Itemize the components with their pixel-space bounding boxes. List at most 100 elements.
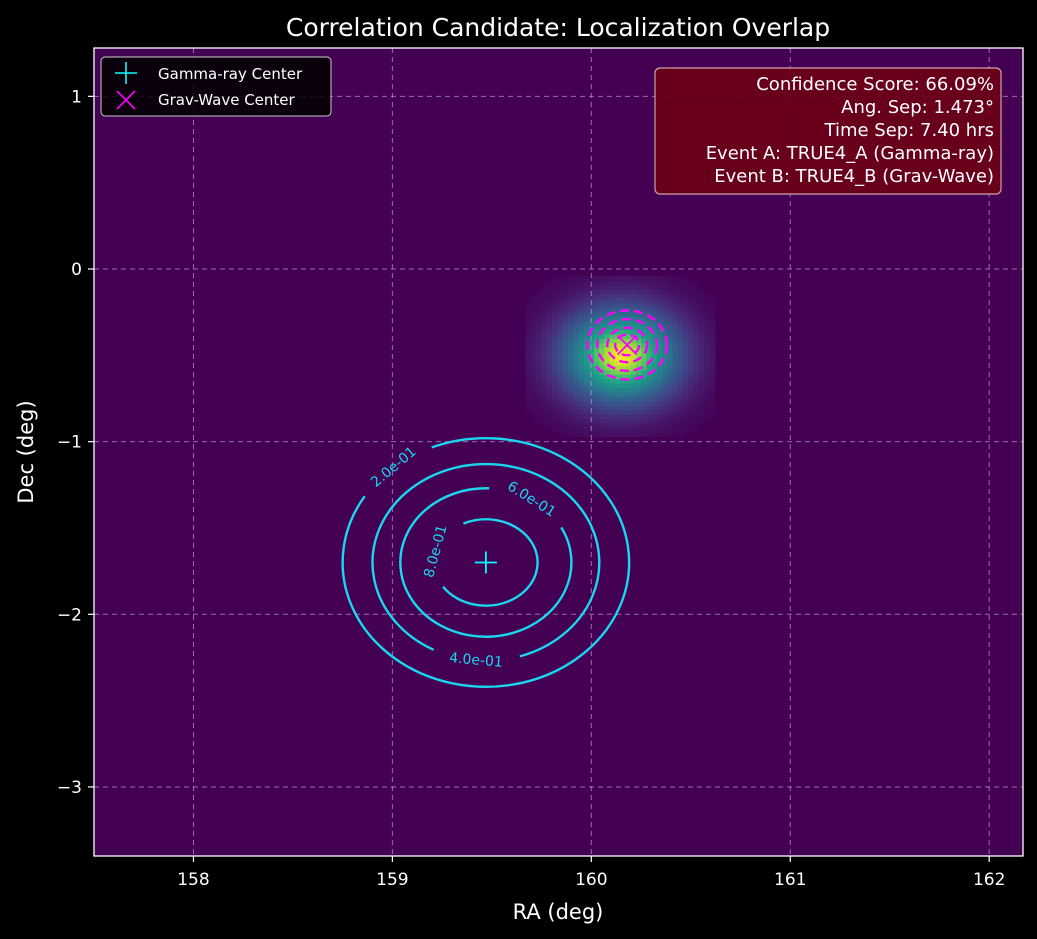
heat-cell	[688, 387, 695, 393]
heat-cell	[572, 365, 579, 371]
heat-cell	[630, 284, 637, 290]
heat-cell	[583, 311, 590, 317]
heat-cell	[614, 369, 621, 375]
heat-cell	[667, 378, 674, 384]
info-line-confidence: Confidence Score: 66.09%	[756, 74, 994, 95]
heat-cell	[630, 289, 637, 295]
heat-cell	[541, 378, 548, 384]
heat-cell	[667, 293, 674, 299]
heat-cell	[536, 311, 543, 317]
heat-cell	[578, 298, 585, 304]
heat-cell	[609, 338, 616, 344]
heat-cell	[709, 347, 716, 353]
heat-cell	[541, 284, 548, 290]
heat-cell	[698, 374, 705, 380]
heat-cell	[683, 409, 690, 415]
heat-cell	[630, 378, 637, 384]
heat-cell	[646, 382, 653, 388]
heat-cell	[693, 391, 700, 397]
heat-cell	[546, 374, 553, 380]
heat-cell	[567, 409, 574, 415]
heat-cell	[588, 320, 595, 326]
heat-cell	[530, 302, 537, 308]
heat-cell	[677, 351, 684, 357]
heat-cell	[536, 400, 543, 406]
heat-cell	[641, 311, 648, 317]
heat-cell	[593, 391, 600, 397]
heat-cell	[557, 409, 564, 415]
heat-cell	[588, 311, 595, 317]
heat-cell	[572, 329, 579, 335]
heat-cell	[557, 360, 564, 366]
heat-cell	[651, 338, 658, 344]
heat-cell	[546, 391, 553, 397]
heat-cell	[557, 338, 564, 344]
heat-cell	[562, 432, 569, 438]
heat-cell	[599, 400, 606, 406]
heat-cell	[541, 320, 548, 326]
heat-cell	[567, 324, 574, 331]
heat-cell	[525, 365, 532, 371]
heat-cell	[541, 405, 548, 411]
heat-cell	[604, 374, 611, 380]
info-line-angular-sep: Ang. Sep: 1.473°	[841, 97, 994, 118]
heat-cell	[525, 316, 532, 322]
heat-cell	[609, 289, 616, 295]
heat-cell	[693, 338, 700, 344]
heat-cell	[672, 324, 679, 331]
heat-cell	[614, 391, 621, 397]
heat-cell	[551, 307, 558, 313]
heat-cell	[599, 423, 606, 429]
heat-cell	[677, 414, 684, 420]
heat-cell	[541, 289, 548, 295]
heat-cell	[704, 293, 711, 299]
heat-cell	[677, 432, 684, 438]
heat-cell	[625, 409, 632, 415]
heat-cell	[630, 369, 637, 375]
heat-cell	[656, 369, 663, 375]
heat-cell	[588, 302, 595, 308]
heat-cell	[572, 387, 579, 393]
info-line-event-a: Event A: TRUE4_A (Gamma-ray)	[706, 143, 994, 164]
heat-cell	[614, 378, 621, 384]
heat-cell	[635, 382, 642, 388]
heat-cell	[704, 365, 711, 371]
heat-cell	[641, 405, 648, 411]
heat-cell	[572, 316, 579, 322]
heat-cell	[609, 396, 616, 402]
heat-cell	[688, 409, 695, 415]
heat-cell	[688, 347, 695, 353]
heat-cell	[667, 423, 674, 429]
heat-cell	[651, 298, 658, 304]
heat-cell	[704, 298, 711, 304]
heat-cell	[572, 382, 579, 388]
heat-cell	[562, 289, 569, 295]
heat-cell	[609, 284, 616, 290]
heat-cell	[583, 351, 590, 357]
heat-cell	[525, 369, 532, 375]
heat-cell	[593, 387, 600, 393]
heat-cell	[677, 360, 684, 366]
heat-cell	[604, 418, 611, 424]
heat-cell	[551, 396, 558, 402]
heat-cell	[567, 360, 574, 366]
heat-cell	[551, 298, 558, 304]
heat-cell	[683, 360, 690, 366]
heat-cell	[641, 316, 648, 322]
heat-cell	[677, 342, 684, 348]
heat-cell	[530, 374, 537, 380]
heat-cell	[620, 396, 627, 402]
heat-cell	[677, 418, 684, 424]
heat-cell	[525, 338, 532, 344]
heat-cell	[677, 405, 684, 411]
heat-cell	[693, 369, 700, 375]
heat-cell	[546, 338, 553, 344]
heat-cell	[572, 423, 579, 429]
heat-cell	[551, 391, 558, 397]
heat-cell	[557, 351, 564, 357]
heat-cell	[541, 351, 548, 357]
heat-cell	[583, 414, 590, 420]
heat-cell	[651, 423, 658, 429]
heat-cell	[693, 307, 700, 313]
heat-cell	[620, 400, 627, 406]
